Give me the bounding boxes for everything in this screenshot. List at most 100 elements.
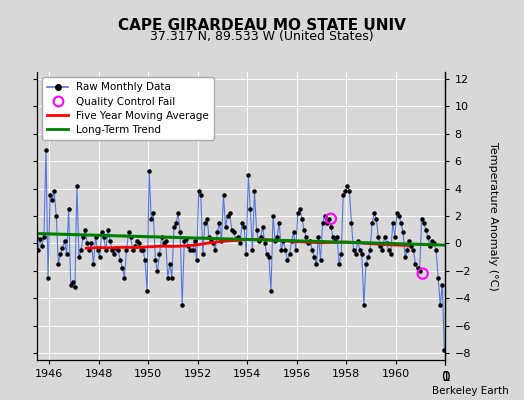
Point bbox=[254, 238, 263, 244]
Point bbox=[58, 244, 67, 251]
Point bbox=[368, 220, 376, 226]
Point bbox=[440, 347, 449, 354]
Point bbox=[407, 243, 416, 249]
Point bbox=[350, 247, 358, 254]
Point bbox=[102, 247, 110, 254]
Point bbox=[104, 226, 112, 233]
Point bbox=[300, 226, 308, 233]
Point bbox=[161, 238, 170, 244]
Point bbox=[48, 196, 57, 203]
Point bbox=[203, 216, 211, 222]
Point bbox=[21, 279, 29, 285]
Point bbox=[281, 247, 290, 254]
Point bbox=[387, 251, 395, 258]
Point bbox=[372, 216, 380, 222]
Point bbox=[392, 210, 401, 216]
Point bbox=[69, 279, 77, 285]
Point bbox=[50, 188, 58, 194]
Point bbox=[385, 247, 393, 254]
Point bbox=[322, 220, 331, 226]
Point bbox=[397, 220, 405, 226]
Point bbox=[190, 238, 199, 244]
Point bbox=[81, 226, 90, 233]
Point bbox=[326, 224, 335, 230]
Point bbox=[335, 261, 343, 267]
Point bbox=[83, 240, 92, 247]
Point bbox=[112, 244, 121, 251]
Point bbox=[95, 254, 104, 260]
Point bbox=[29, 226, 38, 233]
Point bbox=[159, 240, 168, 247]
Point bbox=[34, 247, 42, 254]
Point bbox=[428, 238, 436, 244]
Point bbox=[403, 247, 411, 254]
Point bbox=[170, 224, 178, 230]
Point bbox=[370, 210, 378, 216]
Point bbox=[288, 238, 296, 244]
Point bbox=[118, 265, 126, 271]
Point bbox=[422, 226, 430, 233]
Y-axis label: Temperature Anomaly (°C): Temperature Anomaly (°C) bbox=[488, 142, 498, 290]
Point bbox=[38, 243, 46, 249]
Point bbox=[100, 233, 108, 240]
Legend: Raw Monthly Data, Quality Control Fail, Five Year Moving Average, Long-Term Tren: Raw Monthly Data, Quality Control Fail, … bbox=[42, 77, 214, 140]
Point bbox=[64, 206, 73, 212]
Point bbox=[316, 257, 325, 263]
Point bbox=[44, 274, 52, 281]
Point bbox=[405, 238, 413, 244]
Point bbox=[389, 220, 397, 226]
Point bbox=[242, 251, 250, 258]
Point bbox=[186, 247, 194, 254]
Point bbox=[256, 233, 265, 240]
Point bbox=[91, 233, 100, 240]
Point bbox=[124, 229, 133, 236]
Point bbox=[424, 233, 432, 240]
Point bbox=[399, 229, 407, 236]
Point bbox=[234, 233, 242, 240]
Point bbox=[108, 247, 116, 254]
Point bbox=[432, 247, 440, 254]
Point bbox=[126, 233, 135, 240]
Point bbox=[71, 284, 79, 290]
Point bbox=[46, 192, 54, 199]
Text: Berkeley Earth: Berkeley Earth bbox=[432, 386, 508, 396]
Point bbox=[238, 220, 246, 226]
Point bbox=[291, 247, 300, 254]
Point bbox=[298, 216, 306, 222]
Point bbox=[182, 236, 191, 242]
Point bbox=[215, 220, 224, 226]
Point bbox=[149, 210, 158, 216]
Point bbox=[174, 210, 182, 216]
Point bbox=[366, 247, 374, 254]
Point bbox=[141, 257, 149, 263]
Point bbox=[176, 229, 184, 236]
Point bbox=[258, 224, 267, 230]
Point bbox=[23, 202, 31, 208]
Point bbox=[155, 251, 163, 258]
Point bbox=[93, 247, 102, 254]
Point bbox=[25, 192, 34, 199]
Point bbox=[223, 213, 232, 219]
Point bbox=[87, 240, 95, 247]
Point bbox=[380, 233, 389, 240]
Point bbox=[354, 238, 362, 244]
Point bbox=[227, 226, 236, 233]
Point bbox=[211, 247, 220, 254]
Point bbox=[230, 229, 238, 236]
Point bbox=[356, 247, 364, 254]
Point bbox=[273, 233, 281, 240]
Point bbox=[378, 247, 387, 254]
Point bbox=[62, 251, 71, 258]
Point bbox=[362, 261, 370, 267]
Point bbox=[73, 183, 81, 189]
Point bbox=[277, 247, 286, 254]
Point bbox=[260, 240, 269, 247]
Point bbox=[343, 183, 352, 189]
Point bbox=[357, 251, 366, 258]
Point bbox=[110, 251, 118, 258]
Point bbox=[192, 257, 201, 263]
Point bbox=[85, 247, 93, 254]
Point bbox=[395, 213, 403, 219]
Point bbox=[364, 254, 372, 260]
Point bbox=[333, 233, 341, 240]
